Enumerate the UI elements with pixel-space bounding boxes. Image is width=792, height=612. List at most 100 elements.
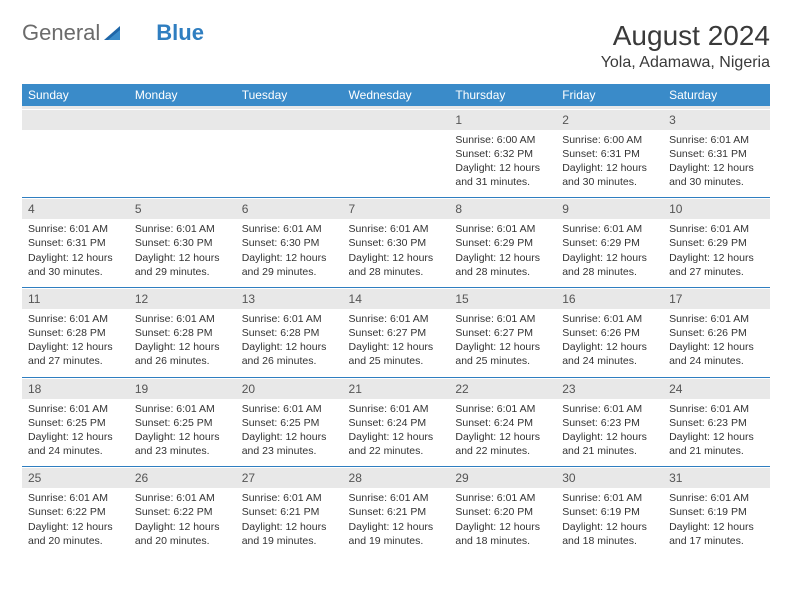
detail-row: Sunrise: 6:01 AM Sunset: 6:25 PM Daylight:… — [22, 399, 770, 467]
sunset-text: Sunset: 6:32 PM — [455, 147, 550, 161]
day2-text: and 28 minutes. — [349, 265, 444, 279]
day-number-cell: 7 — [343, 199, 450, 220]
day1-text: Daylight: 12 hours — [455, 161, 550, 175]
day-detail-cell: Sunrise: 6:01 AMSunset: 6:24 PMDaylight:… — [449, 399, 556, 467]
day2-text: and 30 minutes. — [562, 175, 657, 189]
day2-text: and 28 minutes. — [562, 265, 657, 279]
daynum-row: 123 — [22, 109, 770, 130]
day1-text: Daylight: 12 hours — [455, 520, 550, 534]
day-number-cell: 18 — [22, 378, 129, 399]
day1-text: Daylight: 12 hours — [669, 251, 764, 265]
day-number-cell: 2 — [556, 109, 663, 130]
day-number-cell: 28 — [343, 468, 450, 489]
day-detail-cell: Sunrise: 6:01 AMSunset: 6:25 PMDaylight:… — [22, 399, 129, 467]
sunset-text: Sunset: 6:29 PM — [455, 236, 550, 250]
sunrise-text: Sunrise: 6:01 AM — [28, 491, 123, 505]
day-number-cell: 19 — [129, 378, 236, 399]
sunset-text: Sunset: 6:29 PM — [562, 236, 657, 250]
sunset-text: Sunset: 6:23 PM — [669, 416, 764, 430]
dow-header-cell: Friday — [556, 84, 663, 106]
logo-text-1: General — [22, 20, 100, 46]
sunrise-text: Sunrise: 6:01 AM — [135, 491, 230, 505]
day2-text: and 30 minutes. — [28, 265, 123, 279]
day1-text: Daylight: 12 hours — [562, 520, 657, 534]
day1-text: Daylight: 12 hours — [242, 340, 337, 354]
day-detail-cell — [343, 130, 450, 198]
day-detail-cell: Sunrise: 6:01 AMSunset: 6:27 PMDaylight:… — [343, 309, 450, 377]
daynum-row: 11121314151617 — [22, 288, 770, 309]
day-detail-cell: Sunrise: 6:01 AMSunset: 6:29 PMDaylight:… — [449, 219, 556, 287]
day-detail-cell: Sunrise: 6:01 AMSunset: 6:28 PMDaylight:… — [22, 309, 129, 377]
sunrise-text: Sunrise: 6:01 AM — [135, 312, 230, 326]
day2-text: and 23 minutes. — [242, 444, 337, 458]
day2-text: and 22 minutes. — [455, 444, 550, 458]
detail-row: Sunrise: 6:01 AMSunset: 6:31 PMDaylight:… — [22, 219, 770, 287]
sunrise-text: Sunrise: 6:01 AM — [455, 491, 550, 505]
day2-text: and 17 minutes. — [669, 534, 764, 548]
day2-text: and 26 minutes. — [242, 354, 337, 368]
day-detail-cell: Sunrise: 6:01 AMSunset: 6:30 PMDaylight:… — [343, 219, 450, 287]
day1-text: Daylight: 12 hours — [28, 430, 123, 444]
day2-text: and 26 minutes. — [135, 354, 230, 368]
day1-text: Daylight: 12 hours — [562, 340, 657, 354]
month-title: August 2024 — [601, 20, 770, 52]
day-detail-cell: Sunrise: 6:01 AMSunset: 6:30 PMDaylight:… — [129, 219, 236, 287]
day-detail-cell: Sunrise: 6:01 AMSunset: 6:31 PMDaylight:… — [663, 130, 770, 198]
day-detail-cell: Sunrise: 6:01 AMSunset: 6:20 PMDaylight:… — [449, 488, 556, 556]
day-detail-cell: Sunrise: 6:01 AMSunset: 6:21 PMDaylight:… — [236, 488, 343, 556]
sunset-text: Sunset: 6:29 PM — [669, 236, 764, 250]
day-number-cell: 25 — [22, 468, 129, 489]
day2-text: and 20 minutes. — [28, 534, 123, 548]
day-detail-cell: Sunrise: 6:01 AMSunset: 6:21 PMDaylight:… — [343, 488, 450, 556]
day-detail-cell: Sunrise: 6:01 AMSunset: 6:26 PMDaylight:… — [556, 309, 663, 377]
sunset-text: Sunset: 6:19 PM — [562, 505, 657, 519]
day-number-cell: 22 — [449, 378, 556, 399]
day2-text: and 21 minutes. — [669, 444, 764, 458]
day1-text: Daylight: 12 hours — [28, 340, 123, 354]
day2-text: and 25 minutes. — [349, 354, 444, 368]
day2-text: and 23 minutes. — [135, 444, 230, 458]
day1-text: Daylight: 12 hours — [669, 161, 764, 175]
day-detail-cell: Sunrise: 6:01 AMSunset: 6:29 PMDaylight:… — [556, 219, 663, 287]
day-number-cell: 1 — [449, 109, 556, 130]
day1-text: Daylight: 12 hours — [28, 251, 123, 265]
sunset-text: Sunset: 6:26 PM — [669, 326, 764, 340]
day-number-cell: 21 — [343, 378, 450, 399]
day2-text: and 28 minutes. — [455, 265, 550, 279]
sunrise-text: Sunrise: 6:01 AM — [242, 402, 337, 416]
sunset-text: Sunset: 6:24 PM — [455, 416, 550, 430]
day2-text: and 20 minutes. — [135, 534, 230, 548]
day-detail-cell: Sunrise: 6:01 AMSunset: 6:25 PMDaylight:… — [236, 399, 343, 467]
day-detail-cell: Sunrise: 6:00 AMSunset: 6:31 PMDaylight:… — [556, 130, 663, 198]
day2-text: and 29 minutes. — [242, 265, 337, 279]
logo: General Blue — [22, 20, 204, 46]
sunrise-text: Sunrise: 6:01 AM — [242, 491, 337, 505]
day2-text: and 18 minutes. — [455, 534, 550, 548]
sunset-text: Sunset: 6:21 PM — [242, 505, 337, 519]
day-detail-cell: Sunrise: 6:01 AMSunset: 6:23 PMDaylight:… — [663, 399, 770, 467]
day-number-cell: 13 — [236, 288, 343, 309]
day2-text: and 21 minutes. — [562, 444, 657, 458]
sunrise-text: Sunrise: 6:01 AM — [349, 312, 444, 326]
day-detail-cell: Sunrise: 6:01 AMSunset: 6:25 PMDaylight:… — [129, 399, 236, 467]
logo-text-2: Blue — [156, 20, 204, 46]
sunrise-text: Sunrise: 6:01 AM — [562, 402, 657, 416]
day-number-cell: 4 — [22, 199, 129, 220]
day1-text: Daylight: 12 hours — [669, 340, 764, 354]
day-number-cell: 14 — [343, 288, 450, 309]
sunset-text: Sunset: 6:27 PM — [349, 326, 444, 340]
day1-text: Daylight: 12 hours — [562, 251, 657, 265]
sunset-text: Sunset: 6:21 PM — [349, 505, 444, 519]
sunrise-text: Sunrise: 6:01 AM — [669, 491, 764, 505]
day-number-cell: 11 — [22, 288, 129, 309]
sunset-text: Sunset: 6:25 PM — [135, 416, 230, 430]
day-detail-cell: Sunrise: 6:00 AMSunset: 6:32 PMDaylight:… — [449, 130, 556, 198]
day-number-cell — [129, 109, 236, 130]
sunrise-text: Sunrise: 6:01 AM — [28, 222, 123, 236]
day1-text: Daylight: 12 hours — [455, 340, 550, 354]
dow-header-cell: Saturday — [663, 84, 770, 106]
sunset-text: Sunset: 6:22 PM — [135, 505, 230, 519]
day1-text: Daylight: 12 hours — [562, 430, 657, 444]
day-number-cell: 10 — [663, 199, 770, 220]
sunrise-text: Sunrise: 6:01 AM — [455, 222, 550, 236]
